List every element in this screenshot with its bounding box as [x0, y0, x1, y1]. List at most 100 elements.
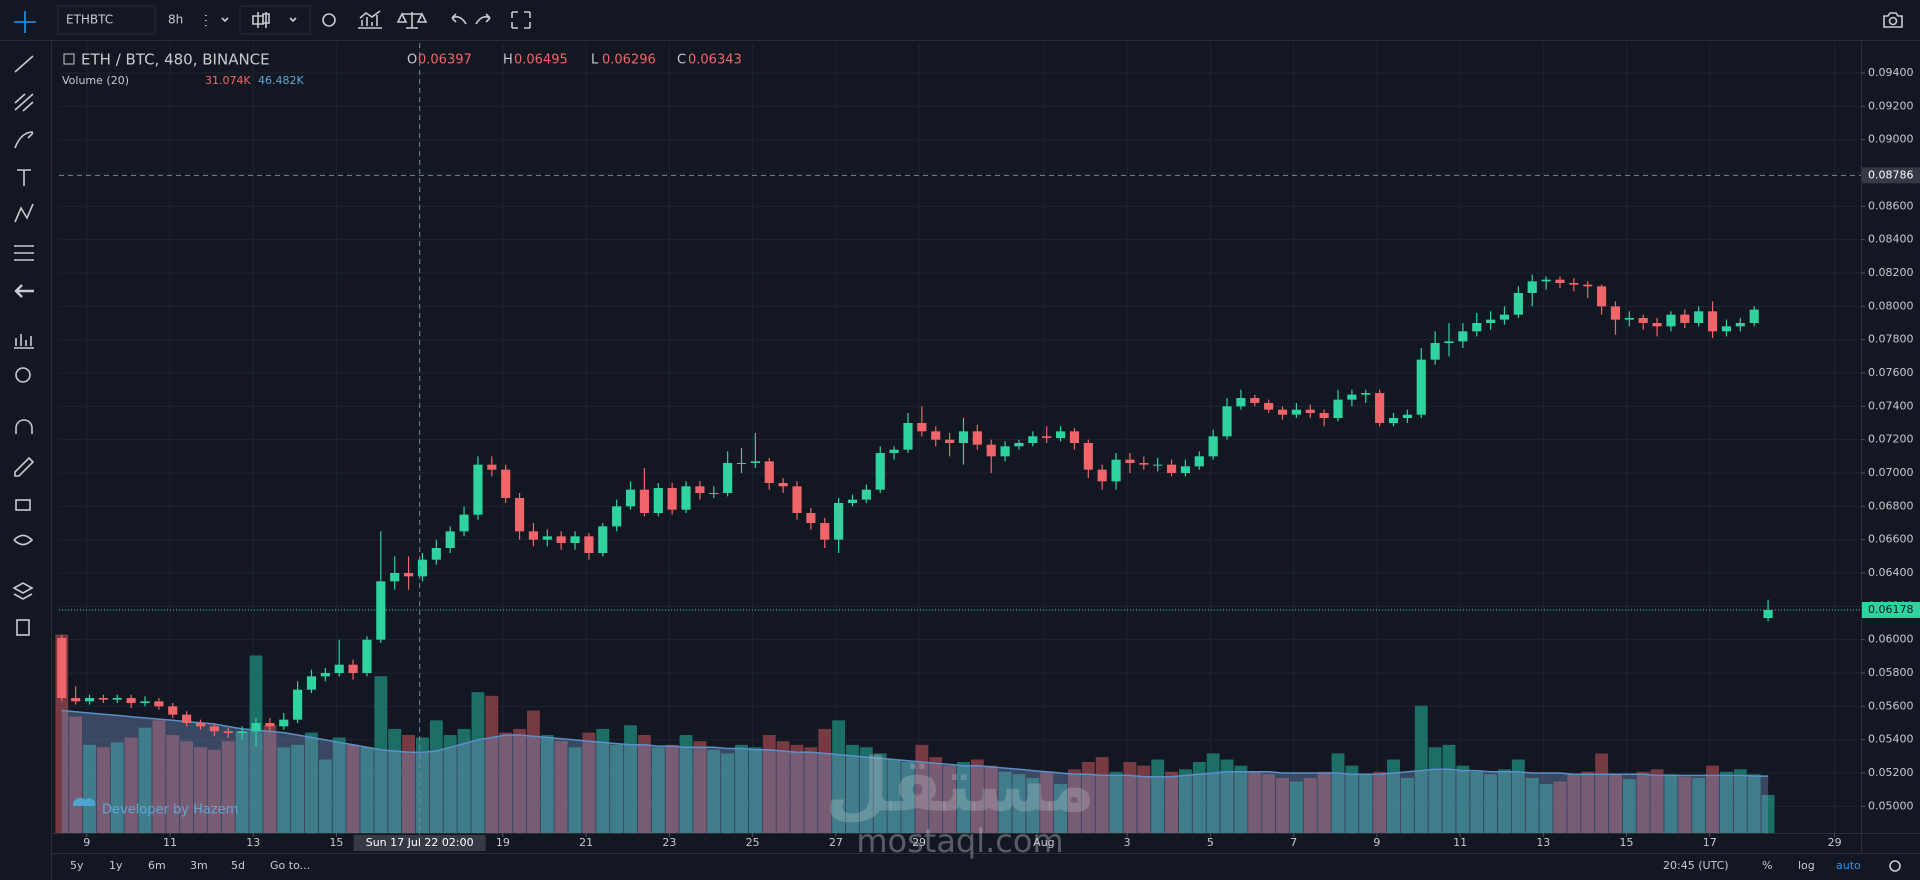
volume-bar [1761, 794, 1775, 833]
trend-line-tool[interactable] [14, 55, 34, 73]
axis-settings[interactable] [1889, 860, 1901, 872]
y-tick-label: 0.05000 [1868, 799, 1914, 812]
developer-watermark: Developer by Hazem [102, 803, 238, 818]
candle-body [98, 698, 108, 700]
screenshot-icon[interactable] [1883, 12, 1903, 28]
pitchfork-tool[interactable] [14, 93, 34, 112]
volume-bar [1081, 761, 1095, 833]
candle-body [736, 463, 747, 464]
volume-bar [859, 747, 873, 833]
candle-body [903, 423, 913, 450]
volume-bar [291, 744, 305, 833]
chart-type-box[interactable] [239, 5, 311, 35]
candle-body [986, 444, 996, 457]
candle-body [1513, 293, 1523, 315]
ohlc-value: 0.06343 [688, 53, 742, 68]
volume-bar [1706, 765, 1720, 833]
range-button[interactable]: 6m [148, 859, 166, 872]
lock-tool[interactable] [15, 499, 31, 511]
trash-tool[interactable] [16, 619, 30, 636]
candle-body [806, 513, 816, 523]
symbol-box[interactable] [57, 5, 156, 35]
range-button[interactable]: 5y [70, 859, 84, 872]
measure-tool[interactable] [14, 334, 34, 349]
crosshair-price-box [1862, 167, 1920, 184]
watermark-icon [72, 797, 96, 806]
volume-bar [651, 747, 665, 833]
ohlc-key: C [677, 53, 686, 68]
range-button[interactable]: 1y [109, 859, 123, 872]
volume-bar [1595, 753, 1609, 833]
interval[interactable]: 8h [168, 13, 183, 27]
magnet-tool[interactable] [15, 419, 33, 434]
fullscreen-icon[interactable] [511, 11, 531, 29]
candle-body [834, 503, 844, 540]
range-button[interactable]: Go to... [270, 859, 310, 872]
candle-body [612, 506, 622, 527]
candle-body [1527, 281, 1537, 293]
volume-bar [402, 735, 416, 833]
volume-bar [901, 761, 915, 833]
layers-tool[interactable] [12, 582, 34, 600]
scale-option[interactable]: log [1798, 859, 1815, 872]
candle-body [639, 489, 649, 513]
x-tick-label: 29 [912, 836, 926, 849]
candle-body [723, 463, 733, 493]
candle-body [1583, 284, 1593, 287]
volume-bar [762, 735, 776, 833]
volume-bar [180, 741, 194, 833]
pattern-tool[interactable] [14, 203, 34, 223]
scale-option[interactable]: % [1762, 859, 1772, 872]
zoom-tool[interactable] [15, 367, 31, 383]
range-button[interactable]: 3m [190, 859, 208, 872]
volume-bar [998, 771, 1012, 833]
candle-body [1264, 403, 1274, 410]
candle-body [1430, 343, 1440, 360]
volume-bar [1400, 777, 1414, 833]
candle-body [1472, 323, 1482, 332]
candle-body [1236, 398, 1246, 407]
volume-bar [832, 720, 846, 833]
lock-drawing[interactable] [14, 456, 35, 477]
brush-tool[interactable] [14, 131, 34, 149]
candle-body [168, 706, 178, 715]
volume-bar [96, 747, 110, 833]
compare-icon[interactable] [396, 12, 428, 29]
y-tick-label: 0.08200 [1868, 266, 1914, 279]
volume-bar [1109, 771, 1123, 833]
y-tick-label: 0.09200 [1868, 99, 1914, 112]
candle-body [126, 698, 136, 703]
symbol[interactable]: ETHBTC [66, 13, 113, 27]
volume-bar [374, 676, 388, 833]
volume-bar [957, 761, 970, 833]
volume-bar [152, 720, 166, 833]
volume-bar [138, 727, 152, 833]
volume-bar [207, 749, 221, 833]
candle-body [459, 514, 469, 532]
volume-legend-value: 46.482K [258, 74, 304, 87]
visibility-tool[interactable] [13, 534, 34, 546]
y-tick-label: 0.07400 [1868, 399, 1914, 412]
candle-body [820, 523, 830, 540]
candle-body [390, 573, 400, 582]
range-button[interactable]: 5d [231, 859, 245, 872]
settings-icon[interactable] [322, 13, 336, 27]
indicators-icon[interactable] [358, 10, 382, 29]
collapse-icon[interactable] [63, 53, 75, 65]
undo-icon[interactable] [451, 13, 467, 25]
candle-body [792, 486, 802, 513]
y-tick-label: 0.07800 [1868, 333, 1914, 346]
redo-icon[interactable] [475, 13, 491, 25]
candle-body [306, 676, 317, 690]
x-tick-label: 27 [829, 836, 843, 849]
text-tool[interactable] [17, 169, 31, 186]
volume-title: Volume (20) [62, 74, 129, 87]
volume-bar [1192, 761, 1206, 833]
volume-bar [457, 728, 471, 833]
scale-option[interactable]: auto [1836, 859, 1861, 872]
toolbar: ETHBTC 8h [14, 5, 1903, 35]
hide-toolbar[interactable] [14, 284, 34, 298]
candle-body [501, 469, 511, 498]
interval-menu[interactable] [205, 15, 229, 26]
prediction-tool[interactable] [14, 245, 34, 261]
